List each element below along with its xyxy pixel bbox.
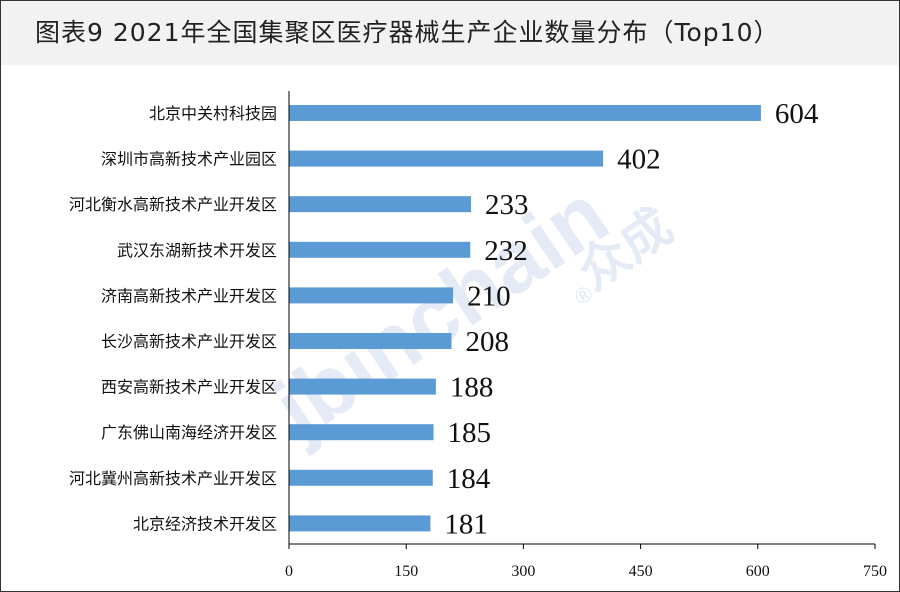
value-label-9: 181 [444, 508, 488, 540]
category-label-6: 西安高新技术产业开发区 [101, 378, 277, 397]
value-label-2: 233 [485, 189, 529, 221]
x-axis: 0 150 300 450 600 750 [285, 91, 887, 580]
bar-1 [289, 150, 604, 167]
bar-8 [289, 469, 433, 486]
category-label-7: 广东佛山南海经济开发区 [101, 423, 277, 442]
value-label-4: 210 [467, 280, 511, 312]
category-label-3: 武汉东湖新技术开发区 [117, 241, 277, 260]
value-label-7: 185 [448, 417, 492, 449]
bar-6 [289, 378, 436, 395]
title-bar: 图表9 2021年全国集聚区医疗器械生产企业数量分布（Top10） [1, 1, 899, 65]
category-label-9: 北京经济技术开发区 [133, 514, 277, 533]
x-tick-label-3: 450 [629, 563, 653, 580]
category-label-2: 河北衡水高新技术产业开发区 [69, 195, 277, 214]
bars-layer: 北京中关村科技园 604 深圳市高新技术产业园区 402 河北衡水高新技术产业开发区 23… [69, 98, 819, 540]
category-label-0: 北京中关村科技园 [149, 104, 277, 123]
category-label-4: 济南高新技术产业开发区 [101, 286, 277, 305]
x-tick-label-0: 0 [285, 563, 293, 580]
chart-title: 图表9 2021年全国集聚区医疗器械生产企业数量分布（Top10） [35, 18, 780, 47]
bar-7 [289, 424, 434, 441]
bar-4 [289, 287, 454, 304]
value-label-1: 402 [617, 144, 661, 176]
value-label-0: 604 [775, 98, 819, 130]
x-tick-label-5: 750 [863, 563, 887, 580]
bar-0 [289, 105, 761, 121]
category-label-8: 河北冀州高新技术产业开发区 [69, 469, 277, 488]
value-label-6: 188 [450, 372, 494, 404]
category-label-5: 长沙高新技术产业开发区 [101, 332, 277, 351]
value-label-8: 184 [447, 463, 491, 495]
x-tick-label-2: 300 [511, 563, 535, 580]
x-tick-label-4: 600 [746, 563, 770, 580]
bar-2 [289, 196, 472, 213]
x-tick-label-1: 150 [394, 563, 418, 580]
category-label-1: 深圳市高新技术产业园区 [101, 150, 277, 169]
bar-9 [289, 515, 431, 532]
bar-3 [289, 241, 471, 258]
bar-5 [289, 333, 452, 349]
value-label-5: 208 [466, 326, 510, 358]
value-label-3: 232 [484, 235, 528, 267]
